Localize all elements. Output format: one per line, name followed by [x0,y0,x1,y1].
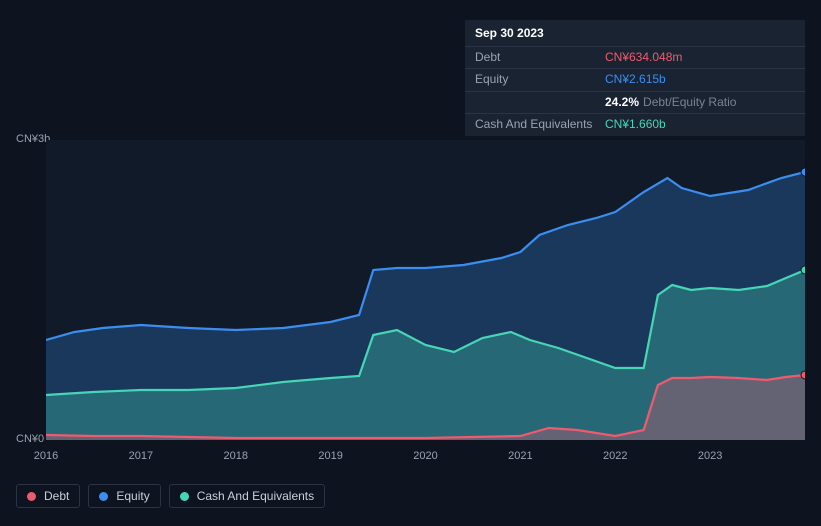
tooltip-row-value: 24.2%Debt/Equity Ratio [605,95,795,111]
legend-label: Cash And Equivalents [197,489,314,503]
chart-tooltip: Sep 30 2023 DebtCN¥634.048mEquityCN¥2.61… [465,20,805,136]
tooltip-row: EquityCN¥2.615b [465,69,805,92]
tooltip-row-value: CN¥2.615b [605,72,795,88]
series-endpoint-equity [801,168,805,176]
legend-dot-icon [180,492,189,501]
chart-svg [46,140,805,440]
legend-label: Equity [116,489,149,503]
x-axis-tick: 2021 [508,450,532,462]
legend-label: Debt [44,489,69,503]
series-endpoint-debt [801,371,805,379]
chart-legend: Debt Equity Cash And Equivalents [16,484,325,508]
y-axis-label: CN¥0 [16,433,44,445]
legend-dot-icon [99,492,108,501]
legend-item-debt[interactable]: Debt [16,484,80,508]
x-axis-tick: 2017 [129,450,153,462]
tooltip-row: DebtCN¥634.048m [465,47,805,70]
chart-plot [46,140,805,440]
legend-item-equity[interactable]: Equity [88,484,160,508]
x-axis-tick: 2023 [698,450,722,462]
x-axis-tick: 2016 [34,450,58,462]
tooltip-row-label: Debt [475,50,605,66]
x-axis-tick: 2019 [318,450,342,462]
chart-box: CN¥3bCN¥0 201620172018201920202021202220… [16,124,805,474]
series-endpoint-cash-and-equivalents [801,266,805,274]
x-axis-tick: 2020 [413,450,437,462]
x-axis-tick: 2018 [224,450,248,462]
tooltip-date: Sep 30 2023 [465,20,805,47]
chart-container: Sep 30 2023 DebtCN¥634.048mEquityCN¥2.61… [0,0,821,526]
tooltip-row-value: CN¥634.048m [605,50,795,66]
tooltip-row: 24.2%Debt/Equity Ratio [465,92,805,115]
x-axis: 20162017201820192020202120222023 [46,450,805,468]
legend-dot-icon [27,492,36,501]
x-axis-tick: 2022 [603,450,627,462]
legend-item-cash-and-equivalents[interactable]: Cash And Equivalents [169,484,325,508]
tooltip-row-label [475,95,605,111]
tooltip-row-label: Equity [475,72,605,88]
